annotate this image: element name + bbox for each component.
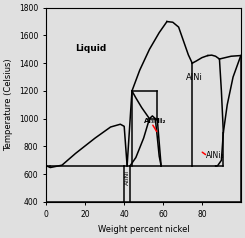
X-axis label: Weight percent nickel: Weight percent nickel (98, 225, 189, 234)
Text: Liquid: Liquid (76, 44, 107, 53)
Text: Al₃Ni₂: Al₃Ni₂ (144, 118, 166, 124)
Y-axis label: Temperature (Celsius): Temperature (Celsius) (4, 59, 13, 151)
Text: AlNi₃: AlNi₃ (206, 151, 224, 159)
Text: AlNi: AlNi (186, 73, 203, 82)
Text: Al₃Ni: Al₃Ni (125, 170, 130, 185)
